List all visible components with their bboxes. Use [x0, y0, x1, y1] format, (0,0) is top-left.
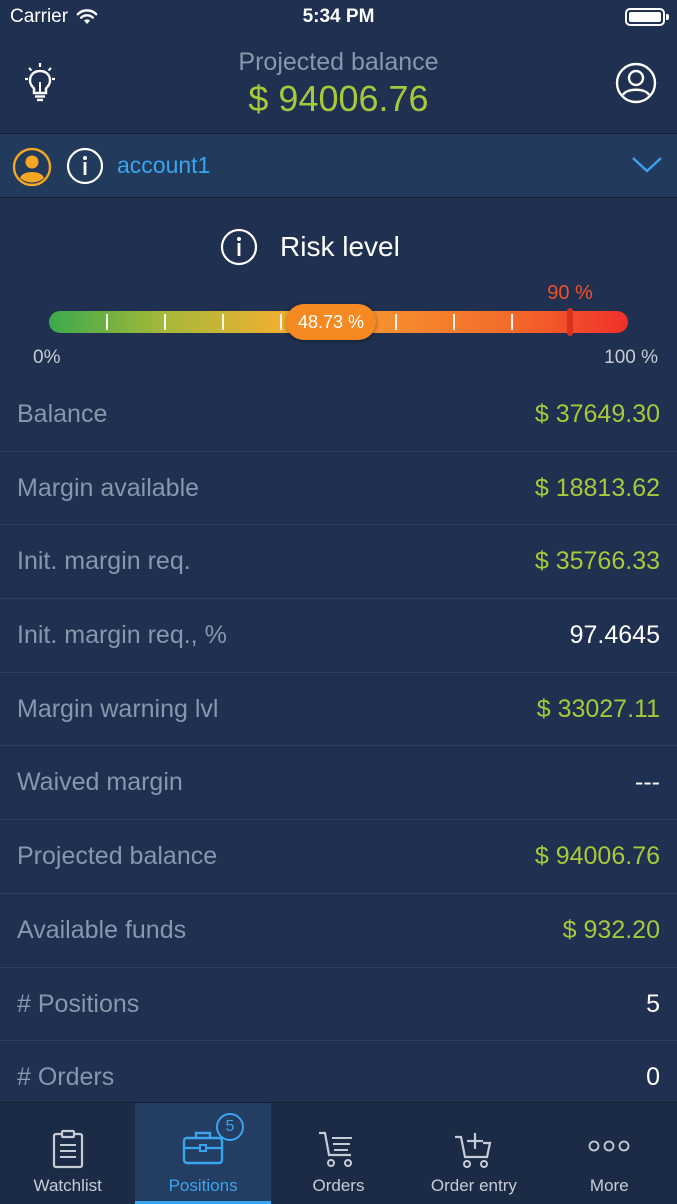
gauge-tick — [453, 314, 456, 330]
row-value: $ 94006.76 — [534, 842, 660, 871]
status-bar: Carrier 5:34 PM — [0, 0, 677, 34]
gauge-tick — [279, 314, 282, 330]
carrier-label: Carrier — [10, 6, 69, 27]
risk-level-title: Risk level — [280, 231, 400, 262]
projected-balance-value: $ 94006.76 — [248, 78, 429, 119]
tab-label: Order entry — [430, 1176, 517, 1195]
gauge-tick — [105, 314, 108, 330]
tab-positions[interactable]: Positions — [135, 1103, 272, 1204]
status-time: 5:34 PM — [302, 6, 375, 27]
status-carrier: Carrier — [10, 6, 98, 28]
tab-order-entry[interactable]: Order entry — [406, 1103, 541, 1204]
row-label: Init. margin req., % — [17, 621, 227, 650]
row-label: Balance — [17, 400, 108, 428]
list-item: Available funds $ 932.20 — [0, 894, 677, 968]
positions-count-badge: 5 — [216, 1113, 244, 1141]
row-value: 97.4645 — [569, 621, 660, 650]
gauge-tick — [395, 314, 398, 330]
lightbulb-icon[interactable] — [22, 62, 58, 107]
list-item: Margin warning lvl $ 33027.11 — [0, 673, 677, 747]
tab-more[interactable]: More — [542, 1103, 677, 1204]
account-summary-list: Balance $ 37649.30 Margin available $ 1881… — [0, 378, 677, 1115]
row-label: # Orders — [17, 1063, 115, 1092]
row-value: --- — [635, 768, 660, 797]
risk-level-heading: Risk level — [220, 228, 400, 266]
cart-add-icon — [406, 1129, 541, 1169]
header-title: Projected balance — [238, 48, 439, 76]
row-label: Available funds — [17, 915, 187, 944]
cart-list-icon — [271, 1129, 406, 1169]
list-item: Balance $ 37649.30 — [0, 378, 677, 452]
tab-watchlist[interactable]: Watchlist — [0, 1103, 135, 1204]
tab-bar: Watchlist Positions Orders — [0, 1102, 677, 1204]
row-value: $ 932.20 — [562, 915, 660, 944]
row-label: Projected balance — [17, 842, 218, 871]
risk-limit-label: 90 % — [547, 282, 593, 304]
row-label: Init. margin req. — [17, 547, 191, 576]
tab-label: More — [589, 1176, 629, 1195]
row-value: 5 — [646, 989, 660, 1018]
account-name: account1 — [117, 152, 211, 178]
list-item: # Orders 0 — [0, 1041, 677, 1115]
list-item: Margin available $ 18813.62 — [0, 452, 677, 526]
briefcase-icon — [135, 1129, 270, 1165]
list-item: Projected balance $ 94006.76 — [0, 820, 677, 894]
risk-info-icon[interactable] — [220, 228, 258, 266]
list-item: # Positions 5 — [0, 968, 677, 1042]
tab-label: Orders — [312, 1176, 365, 1195]
gauge-tick — [221, 314, 224, 330]
account-avatar-icon — [12, 147, 52, 192]
gauge-tick — [511, 314, 514, 330]
row-label: Margin warning lvl — [17, 694, 219, 723]
header: Projected balance $ 94006.76 — [0, 34, 677, 133]
gauge-tick — [163, 314, 166, 330]
risk-value-pill: 48.73 % — [286, 304, 376, 340]
list-item: Waived margin --- — [0, 746, 677, 821]
more-dots-icon — [542, 1139, 677, 1153]
wifi-icon — [76, 9, 98, 24]
row-value: $ 35766.33 — [534, 547, 660, 576]
list-item: Init. margin req. $ 35766.33 — [0, 525, 677, 600]
risk-max-label: 100 % — [604, 347, 658, 368]
chevron-down-icon[interactable] — [631, 154, 663, 179]
row-label: Waived margin — [17, 768, 183, 797]
row-value: $ 37649.30 — [534, 400, 660, 428]
row-value: 0 — [646, 1063, 660, 1092]
row-value: $ 18813.62 — [534, 473, 660, 502]
tab-label: Positions — [168, 1176, 238, 1195]
risk-min-label: 0% — [33, 347, 61, 368]
tab-label: Watchlist — [33, 1176, 102, 1195]
list-item: Init. margin req., % 97.4645 — [0, 599, 677, 673]
battery-icon — [625, 8, 669, 26]
row-label: Margin available — [17, 473, 200, 502]
row-value: $ 33027.11 — [536, 694, 660, 723]
row-label: # Positions — [17, 989, 140, 1018]
account-info-icon[interactable] — [66, 147, 104, 190]
tab-orders[interactable]: Orders — [271, 1103, 406, 1204]
account-selector[interactable]: account1 — [0, 133, 677, 198]
clipboard-icon — [0, 1129, 135, 1169]
risk-limit-marker — [567, 308, 574, 336]
user-profile-icon[interactable] — [615, 62, 657, 109]
